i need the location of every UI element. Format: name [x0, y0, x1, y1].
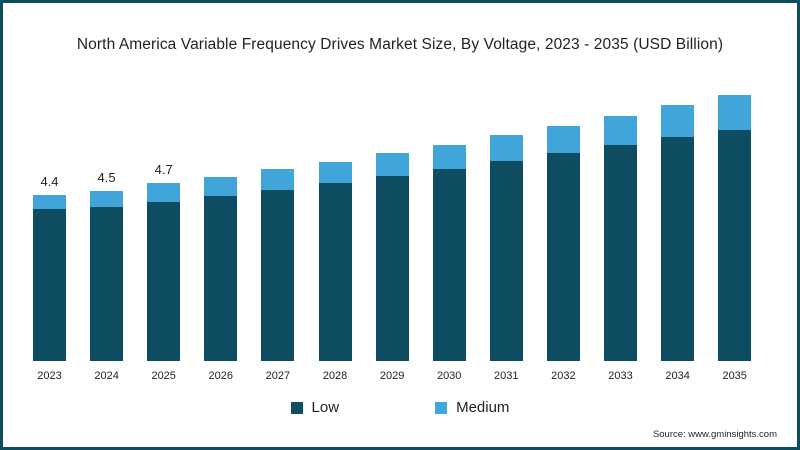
legend-item-label: Low	[311, 399, 340, 416]
bar-group: 2033	[604, 116, 637, 382]
x-axis-tick-label: 2023	[37, 370, 62, 382]
legend-swatch-icon	[435, 401, 448, 414]
bar-segment-low[interactable]	[432, 168, 466, 361]
source-note: Source: www.gminsights.com	[652, 429, 777, 440]
x-axis-tick-label: 2027	[265, 370, 291, 382]
bar-segment-low[interactable]	[90, 206, 124, 361]
bar-group: 4.5 2024	[90, 170, 124, 382]
bar-segment-low[interactable]	[204, 195, 238, 361]
bar-segment-medium[interactable]	[604, 116, 637, 146]
bar-group: 2031	[489, 135, 523, 382]
bar-segment-low[interactable]	[318, 183, 352, 361]
x-axis-tick-label: 2032	[551, 370, 576, 382]
x-axis-tick-label: 2035	[722, 370, 747, 382]
legend-item[interactable]: Low	[290, 399, 340, 416]
x-axis-tick-label: 2033	[608, 370, 633, 382]
legend-swatch-icon	[290, 401, 303, 414]
bar-group: 2030	[432, 144, 466, 382]
bar-group: 2034	[661, 105, 695, 382]
bar-segment-medium[interactable]	[318, 161, 352, 184]
bar-segment-medium[interactable]	[204, 176, 238, 196]
bar-group: 4.4 2023	[33, 174, 66, 382]
x-axis-tick-label: 2028	[322, 370, 348, 382]
bar-segment-medium[interactable]	[718, 95, 752, 131]
bar-segment-low[interactable]	[661, 136, 695, 361]
bar-segment-medium[interactable]	[432, 144, 466, 169]
bar-segment-medium[interactable]	[33, 194, 66, 210]
bar-group: 2035	[718, 95, 752, 382]
bar-segment-medium[interactable]	[661, 105, 695, 137]
bar-group: 2032	[546, 126, 580, 382]
bar-segment-low[interactable]	[375, 175, 409, 361]
bar-value-label: 4.7	[154, 162, 173, 178]
x-axis-tick-label: 2031	[494, 370, 519, 382]
bar-segment-medium[interactable]	[375, 153, 409, 176]
legend-item[interactable]: Medium	[435, 399, 509, 416]
bar-segment-low[interactable]	[261, 189, 295, 361]
x-axis-tick-label: 2024	[94, 370, 119, 382]
x-axis-tick-label: 2030	[436, 370, 462, 382]
x-axis-tick-label: 2034	[665, 370, 690, 382]
bar-group: 4.7 2025	[147, 162, 181, 382]
bar-value-label: 4.5	[97, 170, 116, 186]
bar-segment-low[interactable]	[147, 201, 181, 361]
x-axis-tick-label: 2025	[151, 370, 176, 382]
bar-group: 2026	[204, 176, 238, 382]
x-axis-tick-label: 2029	[379, 370, 405, 382]
plot-area: 4.4 2023 4.5 2024 4.7 2025 2026 2027 2028 2029 203…	[3, 3, 797, 447]
bar-segment-medium[interactable]	[489, 135, 523, 161]
bar-segment-medium[interactable]	[546, 126, 580, 154]
bar-segment-medium[interactable]	[90, 191, 124, 207]
chart-legend: Low Medium	[3, 399, 797, 416]
bar-segment-medium[interactable]	[261, 169, 295, 190]
bar-segment-low[interactable]	[604, 145, 637, 361]
bar-group: 2029	[375, 153, 409, 382]
bar-segment-medium[interactable]	[147, 183, 181, 202]
legend-item-label: Medium	[456, 399, 510, 416]
bar-segment-low[interactable]	[489, 160, 523, 361]
bar-segment-low[interactable]	[33, 209, 66, 361]
bar-group: 2027	[261, 169, 295, 382]
chart-title: North America Variable Frequency Drives …	[76, 36, 724, 53]
bar-segment-low[interactable]	[546, 153, 580, 361]
bar-segment-low[interactable]	[718, 130, 752, 361]
bar-group: 2028	[318, 161, 352, 382]
x-axis-tick-label: 2026	[208, 370, 234, 382]
bar-value-label: 4.4	[40, 173, 59, 189]
